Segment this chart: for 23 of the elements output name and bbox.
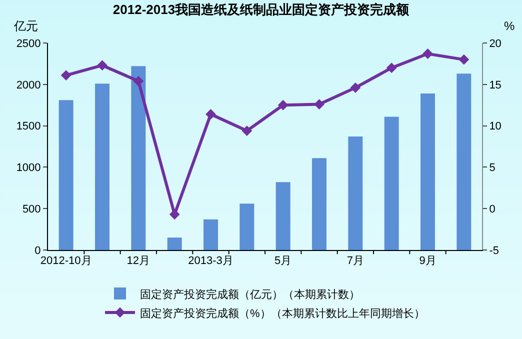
- y2-tick-label: 5: [489, 162, 496, 174]
- y-tick-label: 2500: [16, 38, 41, 50]
- y-tick-label: 1500: [16, 120, 41, 133]
- y-tick-label: 1000: [16, 162, 41, 174]
- y-tick-label: 0: [34, 244, 41, 257]
- chart-title: 2012-2013我国造纸及纸制品业固定资产投资完成额: [112, 2, 410, 18]
- y-axis-title: 亿元: [13, 19, 38, 33]
- y-tick-label: 500: [22, 203, 41, 216]
- x-tick-label: 2012-10月: [40, 255, 92, 268]
- legend-label: 固定资产投资完成额（亿元）（本期累计数）: [140, 288, 360, 301]
- x-tick-label: 5月: [274, 255, 292, 268]
- y2-tick-label: 20: [489, 38, 502, 50]
- x-tick-label: 7月: [346, 255, 364, 268]
- y2-tick-label: 10: [489, 120, 502, 133]
- y2-tick-label: -5: [489, 244, 499, 257]
- x-tick-label: 2013-3月: [188, 255, 234, 268]
- y-tick-label: 2000: [16, 79, 41, 92]
- y2-tick-label: 15: [489, 79, 502, 92]
- x-tick-label: 12月: [126, 255, 150, 268]
- x-tick-label: 9月: [419, 255, 436, 268]
- legend-label: 固定资产投资完成额（%）（本期累计数比上年同期增长）: [140, 306, 425, 320]
- y2-axis-title: %: [504, 19, 515, 33]
- y2-tick-label: 0: [489, 203, 496, 216]
